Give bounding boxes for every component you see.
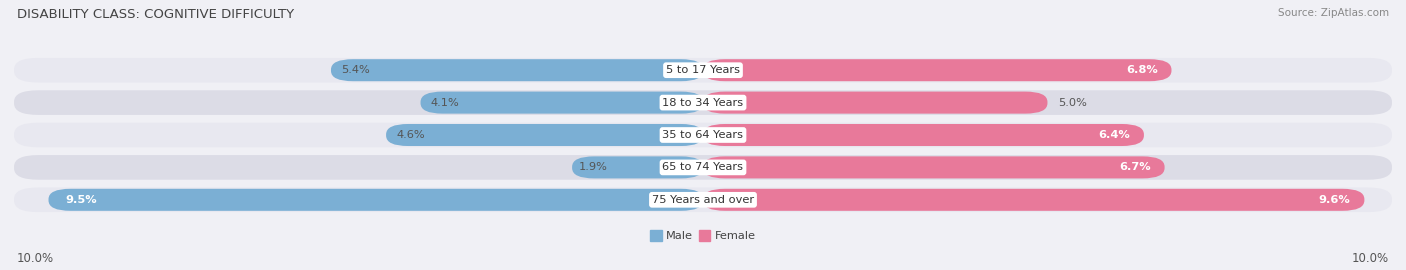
Text: 5.0%: 5.0%	[1057, 97, 1087, 108]
Text: 75 Years and over: 75 Years and over	[652, 195, 754, 205]
FancyBboxPatch shape	[14, 90, 1392, 115]
Text: Source: ZipAtlas.com: Source: ZipAtlas.com	[1278, 8, 1389, 18]
FancyBboxPatch shape	[14, 155, 1392, 180]
Text: 5.4%: 5.4%	[342, 65, 370, 75]
FancyBboxPatch shape	[14, 187, 1392, 212]
Text: 10.0%: 10.0%	[1353, 252, 1389, 265]
FancyBboxPatch shape	[703, 92, 1047, 114]
FancyBboxPatch shape	[703, 189, 1364, 211]
Text: 18 to 34 Years: 18 to 34 Years	[662, 97, 744, 108]
FancyBboxPatch shape	[703, 156, 1164, 178]
Text: 6.7%: 6.7%	[1119, 162, 1152, 173]
Text: 4.1%: 4.1%	[430, 97, 460, 108]
Text: 5 to 17 Years: 5 to 17 Years	[666, 65, 740, 75]
FancyBboxPatch shape	[330, 59, 703, 81]
Text: 4.6%: 4.6%	[396, 130, 425, 140]
Text: DISABILITY CLASS: COGNITIVE DIFFICULTY: DISABILITY CLASS: COGNITIVE DIFFICULTY	[17, 8, 294, 21]
Text: 6.8%: 6.8%	[1126, 65, 1157, 75]
FancyBboxPatch shape	[387, 124, 703, 146]
FancyBboxPatch shape	[14, 58, 1392, 83]
Text: 65 to 74 Years: 65 to 74 Years	[662, 162, 744, 173]
FancyBboxPatch shape	[703, 59, 1171, 81]
FancyBboxPatch shape	[703, 124, 1144, 146]
Text: 6.4%: 6.4%	[1098, 130, 1130, 140]
FancyBboxPatch shape	[572, 156, 703, 178]
Text: 1.9%: 1.9%	[579, 162, 607, 173]
FancyBboxPatch shape	[420, 92, 703, 114]
FancyBboxPatch shape	[48, 189, 703, 211]
Text: 9.5%: 9.5%	[66, 195, 97, 205]
Legend: Male, Female: Male, Female	[645, 226, 761, 246]
Text: 35 to 64 Years: 35 to 64 Years	[662, 130, 744, 140]
FancyBboxPatch shape	[14, 123, 1392, 147]
Text: 10.0%: 10.0%	[17, 252, 53, 265]
Text: 9.6%: 9.6%	[1319, 195, 1351, 205]
